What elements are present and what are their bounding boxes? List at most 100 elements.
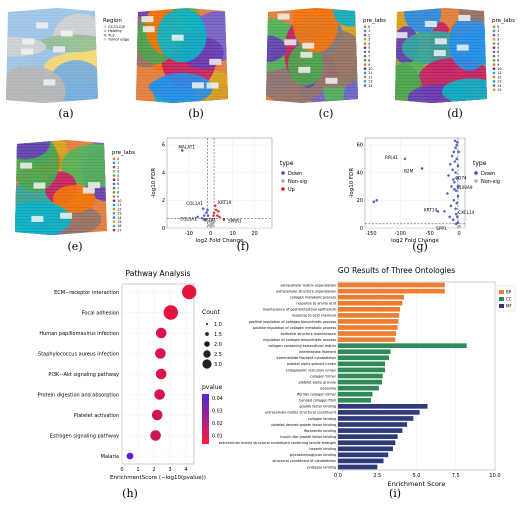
gene-annotation: MALAT1: [178, 144, 195, 149]
tissue-section: [395, 8, 487, 103]
legend-label: 4: [117, 174, 120, 178]
legend-label: 13: [368, 80, 373, 84]
data-point-down: [456, 194, 460, 198]
tissue-domain: [448, 15, 487, 71]
legend-label: 5: [368, 46, 370, 50]
cluster-label-box: [325, 77, 338, 84]
legend-key: [112, 161, 116, 165]
data-point-down: [375, 199, 379, 202]
legend-count-label: 1.5: [214, 332, 222, 338]
legend-label: 12: [368, 75, 373, 79]
go-term-label: structural constituent of cytoskeleton: [272, 459, 336, 463]
pathway-label: Protein digestion and absorption: [38, 392, 119, 398]
go-term-label: platelet alpha granule: [299, 380, 336, 384]
legend-count-key: [204, 341, 210, 347]
x-tick-label: 0.0: [334, 473, 342, 479]
go-term-bar: [338, 440, 396, 446]
legend-key: [112, 178, 116, 181]
legend-label: 13: [117, 212, 122, 216]
data-point-down: [453, 139, 457, 143]
legend-title: pre_labs: [363, 18, 386, 24]
legend-label: 6: [368, 50, 371, 54]
gene-annotation: SPP1: [436, 226, 447, 231]
legend-key: [112, 165, 116, 169]
legend-key: [474, 171, 478, 175]
legend-key: [492, 59, 496, 62]
gene-annotation: KRT19: [218, 200, 232, 205]
legend-pvalue-colorbar: [202, 394, 209, 444]
legend-label: 6: [117, 182, 120, 186]
pathway-dot: [155, 368, 167, 380]
x-tick-label: 2.5: [373, 473, 381, 479]
legend-key: [492, 29, 496, 33]
tissue-section: [136, 8, 228, 103]
y-axis-label: -log10 FDR: [349, 168, 355, 199]
cluster-label-box: [141, 16, 154, 23]
legend-label: 12: [497, 75, 502, 79]
data-point-down: [206, 214, 210, 217]
data-point-up: [214, 208, 218, 212]
legend-pvalue-label: 0.01: [212, 434, 223, 440]
go-term-bar: [338, 337, 396, 342]
data-point-down: [455, 157, 459, 161]
legend-key: [103, 38, 107, 41]
data-point-up: [216, 214, 219, 217]
tissue-domain: [287, 43, 324, 86]
go-term-label: protease binding: [307, 465, 336, 469]
data-point-down: [452, 199, 456, 202]
cluster-label-box: [458, 15, 471, 22]
legend-key: [499, 290, 504, 294]
data-point-down: [449, 204, 453, 208]
data-point-down: [456, 215, 459, 219]
go-term-bar: [338, 428, 403, 433]
legend-key: [112, 224, 116, 228]
data-point-down: [454, 171, 457, 174]
legend-key: [492, 75, 496, 79]
caption-i: (i): [389, 487, 401, 500]
legend-label: 6: [497, 50, 500, 54]
legend-label: 7: [117, 186, 119, 190]
go-term-bar: [338, 416, 414, 421]
go-term-label: regulation of collagen biosynthetic proc…: [263, 338, 336, 342]
data-point-down: [456, 221, 460, 224]
data-point-down: [201, 207, 205, 210]
go-term-label: insulin-like growth factor binding: [280, 435, 336, 439]
legend-label: Non-sig: [481, 179, 500, 185]
go-term-label: extracellular matrix structural constitu…: [265, 411, 337, 415]
legend-label: MF: [506, 304, 512, 309]
x-tick-label: 0: [209, 231, 212, 237]
x-tick-label: 0: [458, 231, 461, 237]
legend-key: [363, 25, 367, 29]
caption-b: (b): [188, 107, 204, 120]
go-term-bar: [338, 282, 445, 288]
legend-label: 15: [117, 220, 122, 224]
go-term-bar: [338, 349, 391, 355]
pathway-label: Platelet activation: [74, 413, 119, 419]
legend-key: [492, 42, 496, 45]
go-term-label: collagen trimer: [310, 374, 336, 378]
legend-count-key: [205, 332, 209, 336]
cluster-label-box: [395, 32, 408, 39]
data-point-down: [456, 176, 459, 180]
legend-count-label: 2.5: [214, 352, 222, 358]
pathway-dot: [154, 389, 165, 400]
cluster-label-box: [434, 38, 447, 45]
legend-key: [363, 33, 367, 37]
x-tick-label: 10.0: [489, 473, 500, 479]
legend-label: CC: [506, 297, 512, 302]
x-tick-label: 5.0: [413, 473, 421, 479]
legend-key: [112, 182, 116, 186]
gene-annotation: ACTA1: [203, 218, 217, 223]
gene-annotation: CD74: [455, 176, 467, 181]
panel-f-volcano-plot: -10 0 10 20 0 2 4 6 log2 Fold Change -log10 FDR ty…: [151, 137, 307, 244]
data-point-down: [455, 143, 459, 147]
pathway-dot: [182, 284, 197, 300]
legend-key: [112, 191, 116, 194]
go-term-label: glycosaminoglycan binding: [290, 453, 336, 457]
go-term-bar: [338, 422, 408, 427]
go-term-label: positive regulation of collagen metaboli…: [253, 326, 336, 330]
gene-annotation: COL5A1: [180, 217, 197, 222]
cluster-label-box: [20, 162, 33, 169]
